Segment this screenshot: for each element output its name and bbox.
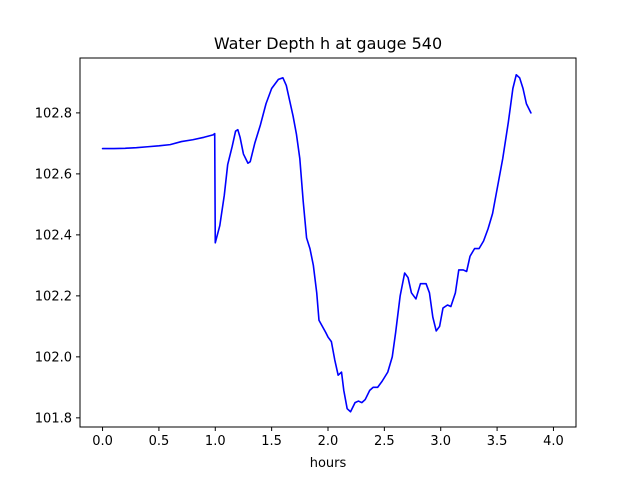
y-tick-label: 102.0 [35, 350, 72, 365]
x-tick-label: 1.5 [261, 434, 282, 449]
x-axis-label: hours [310, 456, 347, 471]
y-tick-label: 102.6 [35, 167, 72, 182]
x-tick-label: 2.0 [318, 434, 339, 449]
x-tick-label: 4.0 [543, 434, 564, 449]
x-tick-label: 0.0 [92, 434, 113, 449]
y-axis: 101.8 102.0 102.2 102.4 102.6 102.8 [35, 106, 80, 426]
x-tick-label: 3.0 [430, 434, 451, 449]
y-tick-label: 102.2 [35, 289, 72, 304]
y-tick-label: 102.8 [35, 106, 72, 121]
x-tick-label: 2.5 [374, 434, 395, 449]
x-tick-label: 3.5 [487, 434, 508, 449]
x-axis: 0.0 0.5 1.0 1.5 2.0 2.5 3.0 3.5 4.0 [92, 427, 564, 449]
chart-title: Water Depth h at gauge 540 [214, 34, 442, 53]
y-tick-label: 101.8 [35, 411, 72, 426]
x-tick-label: 1.0 [205, 434, 226, 449]
axes-frame [79, 57, 577, 428]
x-tick-label: 0.5 [149, 434, 170, 449]
plot-area [101, 73, 532, 413]
series-line-1 [101, 73, 532, 413]
y-tick-label: 102.4 [35, 228, 72, 243]
